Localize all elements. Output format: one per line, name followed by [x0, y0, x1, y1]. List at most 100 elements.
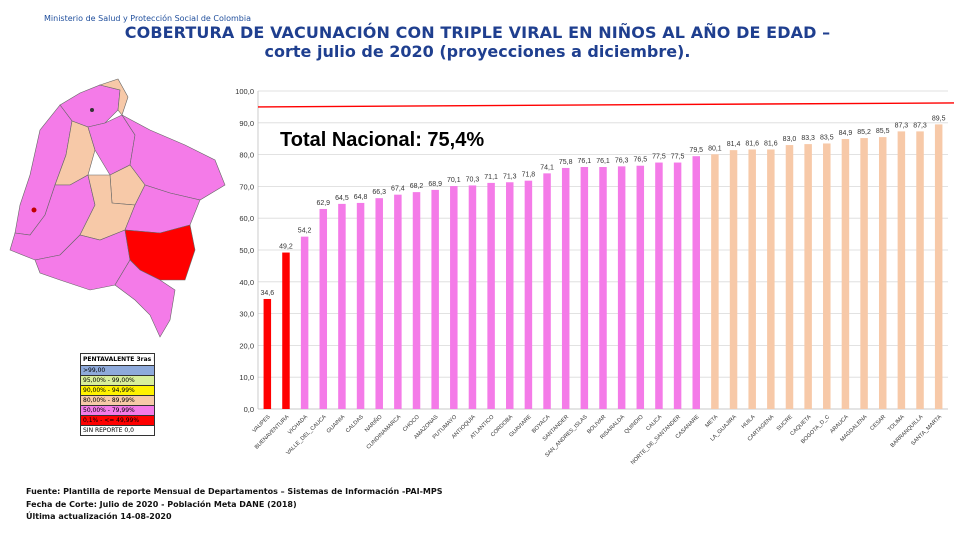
data-label: 77,5	[671, 154, 685, 161]
bar	[580, 167, 589, 409]
data-label: 66,3	[372, 189, 386, 196]
data-label: 89,5	[932, 115, 946, 122]
data-label: 68,9	[428, 181, 442, 188]
bar	[804, 144, 812, 409]
bar	[468, 185, 477, 409]
bar	[263, 298, 272, 409]
x-tick-label: SUCRE	[776, 414, 794, 432]
legend-item: 0,1% - <= 49,99%	[81, 416, 154, 426]
data-label: 54,2	[298, 228, 312, 235]
data-label: 76,1	[596, 158, 610, 165]
data-label: 34,6	[261, 290, 275, 297]
target-line	[257, 102, 955, 108]
bar	[543, 173, 551, 409]
x-tick-label: QUINDIO	[624, 414, 646, 436]
bar	[431, 189, 439, 409]
bar	[767, 149, 775, 409]
bar	[412, 192, 421, 409]
footer-cutoff: Fecha de Corte: Julio de 2020 - Població…	[26, 500, 297, 509]
data-label: 71,8	[522, 172, 536, 179]
legend-item: 90,00% - 94,99%	[81, 386, 154, 396]
data-label: 80,1	[708, 145, 722, 152]
data-label: 87,3	[895, 122, 909, 129]
data-label: 83,0	[783, 136, 797, 143]
legend-item: 50,00% - 79,99%	[81, 406, 154, 416]
x-tick-label: GUAINIA	[326, 414, 347, 435]
total-national-annotation: Total Nacional: 75,4%	[280, 129, 484, 151]
x-tick-label: META	[704, 414, 719, 429]
data-label: 79,5	[689, 147, 703, 154]
data-label: 85,2	[857, 129, 871, 136]
bar	[916, 131, 924, 410]
y-tick-label: 20,0	[239, 341, 254, 350]
bar	[617, 166, 626, 409]
bar	[561, 167, 570, 409]
bar	[636, 165, 645, 409]
y-tick-label: 50,0	[239, 246, 254, 255]
data-label: 70,3	[466, 176, 480, 183]
data-label: 87,3	[913, 122, 927, 129]
map-legend: PENTAVALENTE 3ras Dos >99,00 95,00% - 99…	[80, 353, 155, 436]
y-tick-label: 70,0	[239, 182, 254, 191]
bar	[450, 186, 458, 409]
bar	[487, 182, 495, 409]
data-label: 77,5	[652, 154, 666, 161]
x-tick-label: CALDAS	[345, 414, 365, 434]
bar	[729, 150, 738, 409]
bar	[711, 154, 719, 409]
legend-item: >99,00	[81, 366, 154, 376]
data-label: 81,6	[764, 141, 778, 148]
map-marker-capital	[90, 108, 94, 112]
data-label: 76,1	[578, 158, 592, 165]
bar	[394, 194, 402, 409]
y-tick-label: 100,0	[235, 87, 254, 96]
y-tick-label: 40,0	[239, 278, 254, 287]
chart-title-line-2: corte julio de 2020 (proyecciones a dici…	[264, 42, 691, 61]
x-tick-label: HUILA	[741, 414, 757, 430]
ministry-label: Ministerio de Salud y Protección Social …	[44, 14, 251, 23]
legend-item: 95,00% - 99,00%	[81, 376, 154, 386]
bar	[934, 124, 943, 409]
bar	[785, 145, 794, 409]
data-label: 76,3	[615, 157, 629, 164]
y-tick-label: 30,0	[239, 310, 254, 319]
data-label: 68,2	[410, 183, 424, 190]
data-label: 49,2	[279, 244, 293, 251]
data-label: 64,5	[335, 195, 349, 202]
bar	[524, 180, 533, 409]
data-label: 70,1	[447, 177, 461, 184]
data-label: 76,5	[633, 157, 647, 164]
data-label: 83,5	[820, 134, 834, 141]
bar	[897, 131, 906, 410]
legend-item: 80,00% - 89,99%	[81, 396, 154, 406]
y-tick-label: 80,0	[239, 151, 254, 160]
map-region-amazonas	[114, 259, 176, 338]
bar	[375, 198, 383, 409]
data-label: 74,1	[540, 164, 554, 171]
data-label: 67,4	[391, 186, 405, 193]
data-label: 64,8	[354, 194, 368, 201]
x-tick-label: CAUCA	[645, 414, 663, 432]
bar	[338, 203, 346, 409]
colombia-map	[9, 78, 226, 338]
data-label: 71,3	[503, 173, 517, 180]
bar	[878, 137, 887, 410]
data-label: 81,6	[745, 141, 759, 148]
bar	[506, 182, 514, 409]
data-label: 84,9	[839, 130, 853, 137]
footer-updated: Última actualización 14-08-2020	[26, 512, 172, 521]
y-tick-label: 10,0	[239, 373, 254, 382]
map-marker-buenaventura	[31, 207, 37, 213]
x-tick-label: BARRANQUILLA	[890, 414, 925, 449]
y-tick-label: 0,0	[244, 405, 254, 414]
data-label: 62,9	[316, 200, 330, 207]
bar	[673, 162, 682, 409]
data-label: 75,8	[559, 159, 573, 166]
data-label: 83,3	[801, 135, 815, 142]
data-label: 71,1	[484, 174, 498, 181]
bar	[300, 236, 309, 409]
legend-item: SIN REPORTE 0,0	[81, 426, 154, 435]
y-tick-label: 90,0	[239, 119, 254, 128]
x-tick-label: CESAR	[869, 414, 887, 432]
